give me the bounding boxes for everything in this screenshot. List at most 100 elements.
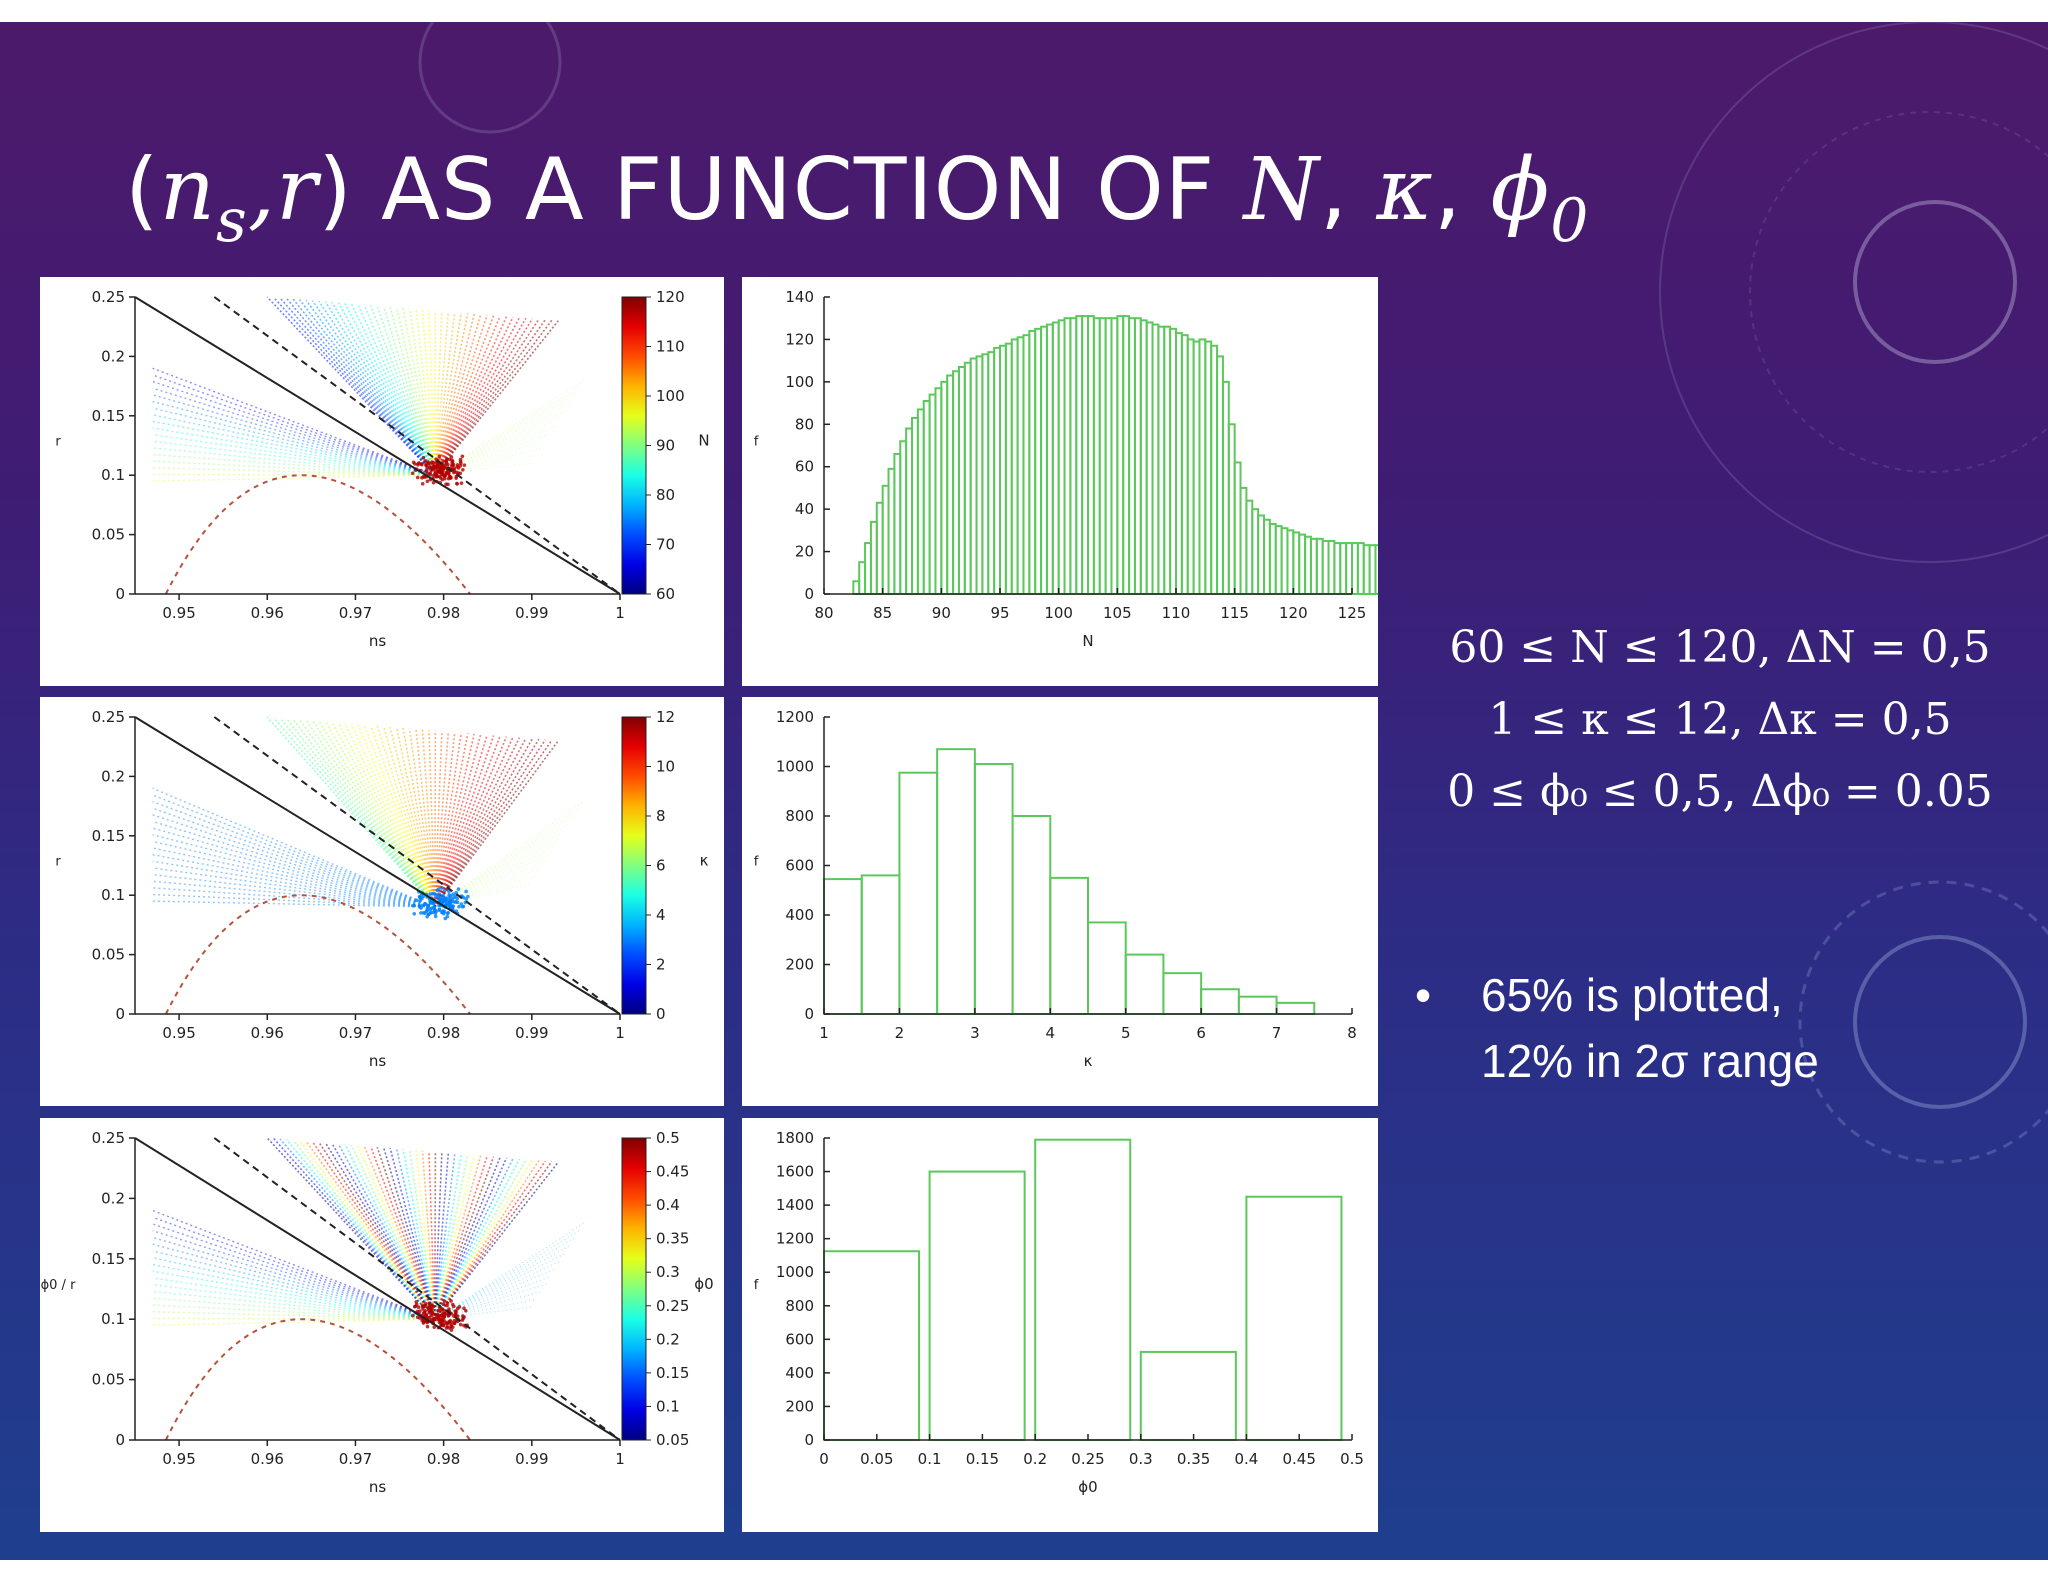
- scatter-point-focus: [434, 461, 438, 465]
- scatter-points-fan: [369, 1146, 436, 1320]
- deco-ring-large: [1659, 22, 2048, 563]
- scatter-points-fan: [434, 315, 501, 476]
- y-tick-label: 20: [795, 543, 814, 561]
- scatter-points-left: [152, 460, 435, 476]
- x-tick-label: 2: [895, 1024, 905, 1042]
- scatter-points-fan: [434, 318, 540, 476]
- scatter-chart: 0.95 0.96 0.97 0.98 0.99 1 0 0.05 0.1 0.15 0.2 0.25…: [41, 1129, 714, 1496]
- scatter-points-fan: [318, 720, 436, 908]
- scatter-points-right: [434, 462, 532, 476]
- histogram-bar: [823, 1250, 921, 1441]
- scatter-point-focus: [462, 463, 467, 467]
- scatter-point-focus: [451, 892, 456, 896]
- colorbar-tick-label: 10: [656, 758, 675, 776]
- scatter-point-focus: [440, 886, 444, 890]
- x-tick-label: 1: [615, 1024, 625, 1042]
- scatter-points-fan: [395, 307, 436, 476]
- histogram-bar: [1245, 1195, 1343, 1441]
- x-tick-label: 0.97: [339, 604, 372, 622]
- scatter-points-left: [152, 1230, 436, 1320]
- x-tick-label: 0.96: [251, 1450, 284, 1468]
- histogram-bar: [1139, 1350, 1237, 1442]
- x-tick-label: 0.5: [1340, 1450, 1364, 1468]
- scatter-points-fan: [434, 313, 469, 476]
- scatter-points-fan: [402, 1149, 436, 1320]
- scatter-point-focus: [418, 898, 423, 902]
- y-tick-label: 0.2: [101, 1189, 125, 1207]
- scatter-points-fan: [357, 724, 436, 908]
- scatter-points-fan: [434, 1154, 475, 1320]
- scatter-points-right: [434, 379, 586, 476]
- colorbar-tick-label: 8: [656, 807, 666, 825]
- scatter-points-left: [152, 394, 436, 476]
- y-tick-label: 800: [785, 1297, 814, 1315]
- scatter-point-focus: [447, 889, 451, 894]
- y-axis-label: f: [754, 855, 759, 870]
- scatter-point-focus: [441, 1302, 446, 1307]
- scatter-point-focus: [421, 1307, 425, 1311]
- histogram-bar: [1124, 953, 1165, 1016]
- scatter-point-focus: [416, 1305, 421, 1310]
- equation-kappa-range: 1 ≤ κ ≤ 12, Δκ = 0,5: [1488, 694, 1952, 745]
- x-tick-label: 0.45: [1282, 1450, 1315, 1468]
- scatter-points-fan: [434, 312, 456, 476]
- scatter-points-fan: [389, 306, 436, 476]
- x-axis-label: ns: [369, 1052, 387, 1070]
- scatter-points-fan: [434, 733, 475, 908]
- y-tick-label: 0.15: [92, 827, 125, 845]
- x-tick-label: 0.98: [427, 1024, 460, 1042]
- scatter-point-focus: [455, 900, 460, 905]
- histogram-chart: 80 85 90 95 100 105 110 115 120 125 0 20 40 60 80 100 12…: [754, 288, 1378, 650]
- scatter-points-left: [152, 800, 436, 908]
- reference-line-solid: [134, 296, 621, 595]
- x-tick-label: 85: [873, 604, 892, 622]
- scatter-panel-N: 0.95 0.96 0.97 0.98 0.99 1 0 0.05 0.1 0.15 0.2 0.25…: [40, 277, 724, 686]
- scatter-points-fan: [382, 1147, 436, 1320]
- constraint-arc: [164, 1318, 471, 1441]
- scatter-point-focus: [418, 905, 422, 909]
- equation-phi0-range: 0 ≤ ϕ₀ ≤ 0,5, Δϕ₀ = 0.05: [1447, 766, 1993, 817]
- scatter-point-focus: [425, 914, 429, 919]
- scatter-points-right: [434, 394, 576, 476]
- equation-N-range: 60 ≤ N ≤ 120, ΔN = 0,5: [1449, 622, 1991, 673]
- scatter-point-focus: [435, 465, 439, 469]
- title-sep: ,: [1319, 140, 1377, 240]
- x-tick-label: 3: [970, 1024, 980, 1042]
- scatter-points-right: [434, 852, 552, 908]
- title-phi0: ϕ0: [1490, 140, 1590, 256]
- y-tick-label: 0.2: [101, 347, 125, 365]
- y-tick-label: 1800: [776, 1129, 814, 1147]
- scatter-points-fan: [434, 734, 482, 908]
- scatter-points-fan: [434, 732, 456, 908]
- x-tick-label: 6: [1196, 1024, 1206, 1042]
- scatter-point-focus: [436, 1316, 441, 1321]
- scatter-point-focus: [459, 481, 464, 485]
- scatter-points-fan: [428, 730, 436, 908]
- bullet-marker: •: [1415, 969, 1432, 1021]
- colorbar-tick-label: 4: [656, 906, 666, 924]
- page-title: (ns,r) AS A FUNCTION OF N, κ, ϕ0: [125, 140, 1589, 260]
- scatter-point-focus: [428, 471, 432, 476]
- scatter-points-fan: [298, 719, 436, 908]
- scatter-points-left: [152, 827, 436, 908]
- scatter-point-focus: [456, 466, 461, 470]
- scatter-points-fan: [434, 316, 508, 476]
- colorbar-tick-label: 0.5: [656, 1129, 680, 1147]
- colorbar: [621, 296, 647, 595]
- y-tick-label: 600: [785, 857, 814, 875]
- reference-line-dashed: [213, 296, 621, 595]
- colorbar-label: N: [698, 432, 709, 450]
- colorbar-tick-label: 0.25: [656, 1297, 689, 1315]
- scatter-point-focus: [456, 887, 461, 891]
- scatter-points-fan: [434, 1159, 527, 1320]
- scatter-points-left: [152, 387, 436, 476]
- scatter-points-right: [434, 799, 586, 908]
- scatter-point-focus: [460, 904, 465, 909]
- scatter-points-fan: [434, 732, 463, 908]
- deco-ring-inner: [1853, 200, 2017, 364]
- scatter-point-focus: [434, 471, 439, 475]
- y-tick-label: 100: [785, 373, 814, 391]
- scatter-point-focus: [442, 888, 447, 893]
- scatter-points-fan: [434, 1155, 482, 1320]
- scatter-point-focus: [420, 481, 425, 486]
